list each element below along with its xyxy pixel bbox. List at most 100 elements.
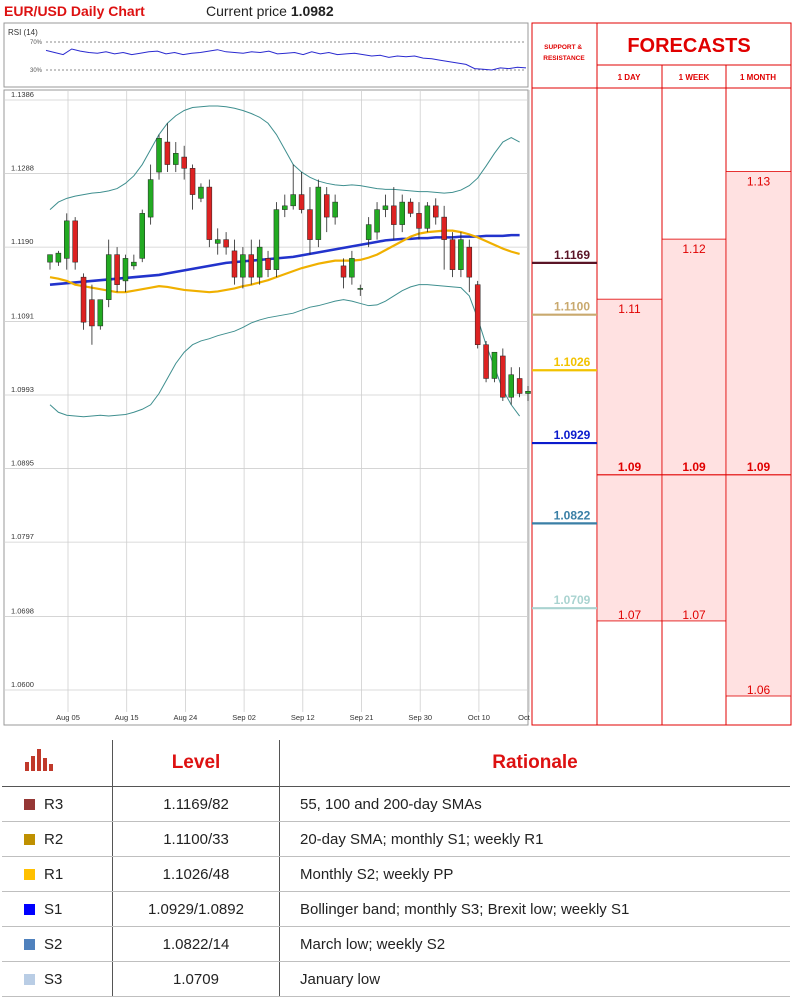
level-value: 1.1026/48 xyxy=(112,856,280,892)
candle-body xyxy=(365,224,372,240)
candle-body xyxy=(315,186,322,240)
levels-table: Level Rationale R3 1.1169/82 55, 100 and 2… xyxy=(2,740,790,997)
rsi-panel: RSI (14) 70% 30% xyxy=(3,22,529,88)
levels-row: R1 1.1026/48 Monthly S2; weekly PP xyxy=(2,856,790,892)
forecast-panel: SUPPORT & RESISTANCE FORECASTS 1 DAY 1 W… xyxy=(531,22,792,726)
forecast-low-value: 1.07 xyxy=(618,608,642,622)
candle-body xyxy=(290,194,296,207)
level-value: 1.0709 xyxy=(112,961,280,997)
candle-body xyxy=(231,250,238,278)
forecast-low-value: 1.06 xyxy=(747,683,771,697)
candle-body xyxy=(97,299,104,327)
icon-bar-1 xyxy=(25,762,29,771)
current-price-caption: Current price xyxy=(206,3,287,19)
level-color-swatch xyxy=(24,868,35,880)
candle-body xyxy=(282,205,288,210)
candle-body xyxy=(458,239,464,270)
level-rationale: March low; weekly S2 xyxy=(279,926,790,962)
level-name-cell: S3 xyxy=(2,961,113,997)
levels-header-level: Level xyxy=(112,740,280,787)
candle-body xyxy=(89,299,95,327)
y-tick-label: 1.0895 xyxy=(11,459,34,468)
current-price-value: 1.0982 xyxy=(290,3,334,19)
candle-body xyxy=(449,239,456,270)
level-name-cell: R2 xyxy=(2,821,113,857)
levels-header-icon xyxy=(2,740,113,787)
candle-body xyxy=(424,205,431,229)
sr-level-value: 1.1169 xyxy=(554,248,590,262)
forecast-high-value: 1.12 xyxy=(682,242,706,256)
level-color-swatch xyxy=(24,833,35,845)
forecasts-title: FORECASTS xyxy=(627,35,750,57)
bar-chart-icon xyxy=(25,749,53,771)
candle-body xyxy=(214,239,221,244)
candle-body xyxy=(500,355,506,398)
levels-row: R2 1.1100/33 20-day SMA; monthly S1; weekl… xyxy=(2,821,790,857)
candle-body xyxy=(189,168,196,195)
forecast-range-box xyxy=(661,238,727,622)
candle-body xyxy=(441,216,447,240)
forecast-low-value: 1.07 xyxy=(682,608,706,622)
candle-body xyxy=(357,288,364,290)
candle-body xyxy=(64,220,70,259)
candle-body xyxy=(307,209,313,240)
level-rationale: Bollinger band; monthly S3; Brexit low; … xyxy=(279,891,790,927)
levels-header-rationale: Rationale xyxy=(279,740,790,787)
candle-body xyxy=(433,205,439,218)
y-tick-label: 1.0698 xyxy=(11,606,34,615)
candle-body xyxy=(173,153,179,165)
sr-header-line-1: SUPPORT & xyxy=(544,44,582,51)
candle-body xyxy=(114,254,120,285)
level-name: S1 xyxy=(44,900,63,918)
candle-body xyxy=(474,284,481,345)
candle-body xyxy=(181,156,187,169)
y-tick-labels: 1.1386 1.1288 1.1190 1.1091 1.0993 1.0895 1.07… xyxy=(11,90,34,689)
x-tick-label: Sep 02 xyxy=(232,713,256,722)
candle-body xyxy=(206,186,213,240)
level-name: R1 xyxy=(44,865,64,883)
candle-body xyxy=(131,261,137,267)
sr-level-value: 1.0929 xyxy=(554,428,591,442)
support-resistance-levels: 1.1169 1.1100 1.1026 1.0929 1.0822 1.0709 xyxy=(532,248,597,610)
rsi-label: RSI (14) xyxy=(8,28,38,37)
bollinger-lower xyxy=(49,284,521,418)
col-1-week: 1 WEEK xyxy=(679,73,710,82)
y-tick-label: 1.1386 xyxy=(11,90,34,99)
candle-body xyxy=(198,186,204,199)
y-tick-label: 1.0600 xyxy=(11,680,34,689)
x-tick-label: Oct 19 xyxy=(518,713,540,722)
candle-body xyxy=(525,390,531,394)
levels-row: S2 1.0822/14 March low; weekly S2 xyxy=(2,926,790,962)
level-rationale: January low xyxy=(279,961,790,997)
level-rationale: 55, 100 and 200-day SMAs xyxy=(279,786,790,822)
col-1-day: 1 DAY xyxy=(618,73,641,82)
level-name: R2 xyxy=(44,830,64,848)
level-rationale: Monthly S2; weekly PP xyxy=(279,856,790,892)
candle-body xyxy=(323,194,330,218)
candle-body xyxy=(122,258,129,282)
x-tick-label: Aug 15 xyxy=(115,713,139,722)
price-panel xyxy=(3,89,529,726)
candle-body xyxy=(382,205,389,210)
candle-body xyxy=(407,201,414,214)
chart-title: EUR/USD Daily Chart xyxy=(4,3,145,19)
level-value: 1.1169/82 xyxy=(112,786,280,822)
sr-header: SUPPORT & RESISTANCE xyxy=(543,44,585,62)
level-value: 1.0822/14 xyxy=(112,926,280,962)
sr-level-value: 1.0709 xyxy=(554,593,591,607)
x-tick-label: Sep 21 xyxy=(350,713,374,722)
y-tick-label: 1.1091 xyxy=(11,311,34,320)
level-color-swatch xyxy=(24,903,35,915)
candle-body xyxy=(223,239,229,248)
candlesticks xyxy=(47,123,531,405)
y-tick-label: 1.0993 xyxy=(11,385,34,394)
candle-body xyxy=(298,194,305,210)
level-name: R3 xyxy=(44,795,64,813)
forecast-high-value: 1.13 xyxy=(747,175,771,189)
forecast-high-value: 1.11 xyxy=(618,302,641,316)
candle-body xyxy=(516,378,523,394)
x-tick-label: Aug 05 xyxy=(56,713,80,722)
candle-body xyxy=(391,205,397,225)
icon-bar-4 xyxy=(43,758,47,771)
x-tick-labels: Aug 05 Aug 15 Aug 24 Sep 02 Sep 12 Sep 21 Sep … xyxy=(56,713,540,722)
